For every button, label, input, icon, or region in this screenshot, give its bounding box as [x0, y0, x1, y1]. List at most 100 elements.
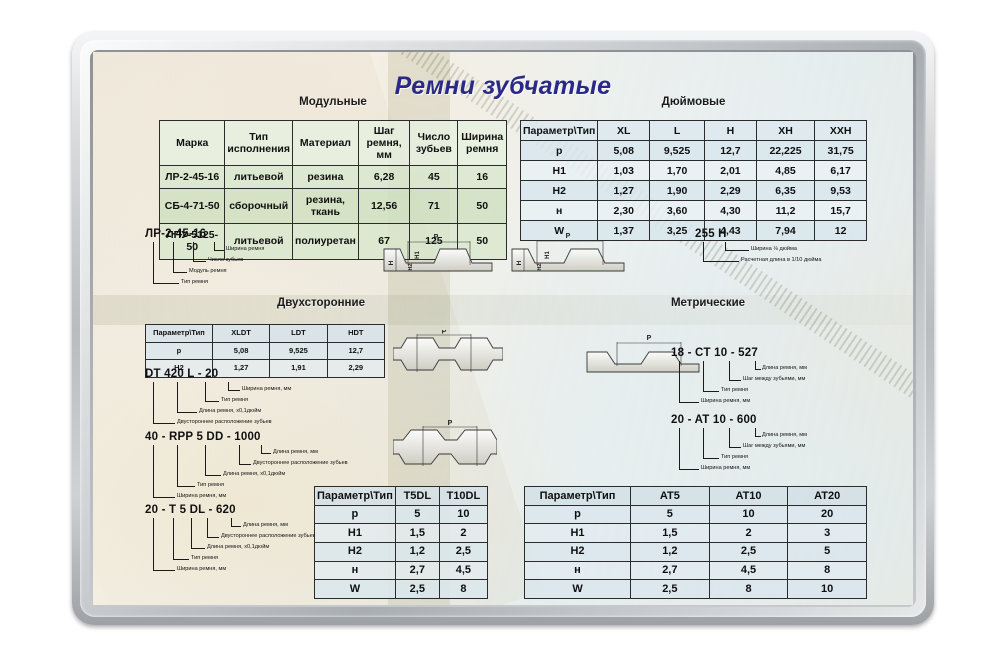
- col-header: Тип исполнения: [224, 119, 293, 167]
- leader-label: Ширина ⅛ дюйма: [751, 246, 798, 252]
- tooth-profile-icon: P H H1 H2: [511, 233, 625, 272]
- col-header: Параметр\Тип: [314, 486, 396, 506]
- cell: 2,5: [708, 541, 789, 562]
- table-row-header: Марка Тип исполнения Материал Шаг ремня,…: [158, 119, 507, 167]
- cell: 5: [630, 504, 710, 525]
- cell: 5,08: [597, 140, 651, 162]
- cell: 15,7: [814, 200, 867, 222]
- leader-label: Длина ремня, х0,1дюйм: [207, 544, 270, 550]
- cell: 2,5: [394, 579, 440, 599]
- table-tdl: Параметр\Тип T5DL T10DL p 5 10 H1 1,5 2 …: [314, 486, 489, 599]
- page-title: Ремни зубчатые: [394, 72, 612, 100]
- leader-label: Длина ремня, х0,1дюйм: [223, 471, 286, 477]
- cell: литьевой: [224, 223, 293, 260]
- col-header: XXH: [814, 119, 867, 142]
- cell: 2,29: [704, 180, 757, 202]
- cell: p: [314, 504, 396, 525]
- table-row: н 2,30 3,60 4,30 11,2 15,7: [519, 200, 867, 222]
- table-row: H2 1,2 2,5 5: [523, 541, 867, 562]
- cell: 6,17: [814, 160, 867, 182]
- cell: 1,2: [630, 541, 710, 562]
- leader-label: Ширина ремня, мм: [701, 465, 751, 471]
- table-row-header: Параметр\Тип AT5 AT10 AT20: [523, 486, 867, 506]
- cell: 1,37: [597, 220, 651, 242]
- col-header: XLDT: [211, 324, 271, 343]
- section-heading-metric: Метрические: [670, 297, 746, 309]
- cell: 1,91: [269, 359, 328, 378]
- callout-code: 20 - AT 10 - 600: [671, 414, 757, 426]
- col-header: Параметр\Тип: [145, 324, 213, 343]
- table-row: H1 1,5 2: [314, 523, 489, 543]
- table-row-header: Параметр\Тип XLDT LDT HDT: [145, 324, 386, 343]
- callout-ct10: 18 - CT 10 - 527 Длина ремня, мм Шаг меж…: [671, 347, 901, 407]
- leader-label: Тип ремня: [221, 397, 249, 403]
- leader-label: Длина ремня, мм: [273, 449, 318, 455]
- cell: W: [519, 220, 599, 242]
- cell: H2: [523, 541, 632, 562]
- callout-code: 255 H: [695, 228, 727, 240]
- cell: н: [314, 560, 396, 581]
- cell: p: [519, 140, 599, 162]
- callout-dt420: DT 420 L - 20 Ширина ремня, мм Тип ремня…: [145, 368, 395, 428]
- cell: 10: [708, 504, 789, 525]
- tooth-profile-inch: P H H1 H2: [508, 225, 626, 284]
- leader-label: Длина ремня, мм: [243, 522, 288, 528]
- col-header: T10DL: [438, 486, 489, 506]
- cell: 1,2: [394, 541, 440, 562]
- tooth-profile-double-sided: P: [392, 329, 504, 383]
- table-row: н 2,7 4,5: [314, 560, 489, 581]
- cell: 5: [787, 541, 867, 562]
- tooth-profile-icon: P: [392, 329, 504, 372]
- cell: 125: [409, 223, 459, 260]
- table-row: СБ-4-71-50 сборочный резина, ткань 12,56…: [158, 188, 507, 225]
- profile-pitch-label: P: [448, 420, 453, 427]
- col-header: Ширина ремня: [457, 119, 507, 167]
- cell: 8: [438, 579, 489, 599]
- table-row: H2 1,2 2,5: [314, 541, 489, 562]
- col-header: Параметр\Тип: [523, 486, 632, 506]
- table-row: H1 1,5 2 3: [523, 523, 867, 543]
- callout-code: 40 - RPP 5 DD - 1000: [145, 431, 261, 443]
- leader-lines: Длина ремня, мм Шаг между зубьями, мм Ти…: [671, 428, 901, 474]
- cell: 10: [787, 579, 867, 599]
- cell: W: [314, 579, 396, 599]
- table-row: p 5,08 9,525 12,7: [145, 341, 386, 361]
- cell: 1,90: [649, 180, 706, 202]
- cell: 1,27: [597, 180, 651, 202]
- cell: 2,7: [630, 560, 710, 581]
- cell: 12,7: [704, 140, 757, 162]
- cell: ЛР-2-45-16: [158, 165, 226, 190]
- leader-lines: Ширина ⅛ дюйма Расчетная длина в 1/10 дю…: [695, 242, 895, 272]
- cell: 2,5: [630, 579, 710, 599]
- cell: H1: [314, 523, 396, 543]
- cell: 12,7: [326, 341, 386, 361]
- col-header: T5DL: [394, 486, 440, 506]
- cell: p: [523, 504, 632, 525]
- cell: 1,70: [649, 160, 706, 182]
- cell: 2,7: [394, 560, 440, 581]
- leader-label: Тип ремня: [181, 279, 209, 285]
- cell: 12: [814, 220, 867, 242]
- cell: ЛПУ-5125-50: [158, 223, 226, 260]
- cell: 8: [708, 579, 789, 599]
- leader-label: Тип ремня: [721, 387, 749, 393]
- leader-label: Двустороннее расположение зубьев: [221, 533, 316, 539]
- leader-label: Длина ремня, мм: [762, 432, 807, 438]
- col-header: Число зубьев: [409, 119, 459, 167]
- cell: 9,525: [269, 341, 328, 361]
- cell: 1,5: [630, 523, 710, 543]
- cell: 6,28: [357, 165, 411, 190]
- leader-lines: Ширина ремня Число зубьев Модуль ремня Т…: [145, 242, 355, 296]
- table-at: Параметр\Тип AT5 AT10 AT20 p 5 10 20 H1 …: [523, 486, 867, 599]
- cell: литьевой: [224, 165, 293, 190]
- col-header: AT5: [630, 486, 710, 506]
- cell: 4,5: [438, 560, 489, 581]
- profile-h2-label: H2: [408, 263, 414, 270]
- cell: 6,35: [755, 180, 816, 202]
- col-header: L: [649, 119, 706, 142]
- section-heading-double-sided: Двухсторонние: [277, 297, 365, 309]
- col-header: LDT: [269, 324, 328, 343]
- cell: резина, ткань: [291, 188, 359, 225]
- col-header: AT10: [708, 486, 789, 506]
- callout-code: 20 - T 5 DL - 620: [145, 504, 236, 516]
